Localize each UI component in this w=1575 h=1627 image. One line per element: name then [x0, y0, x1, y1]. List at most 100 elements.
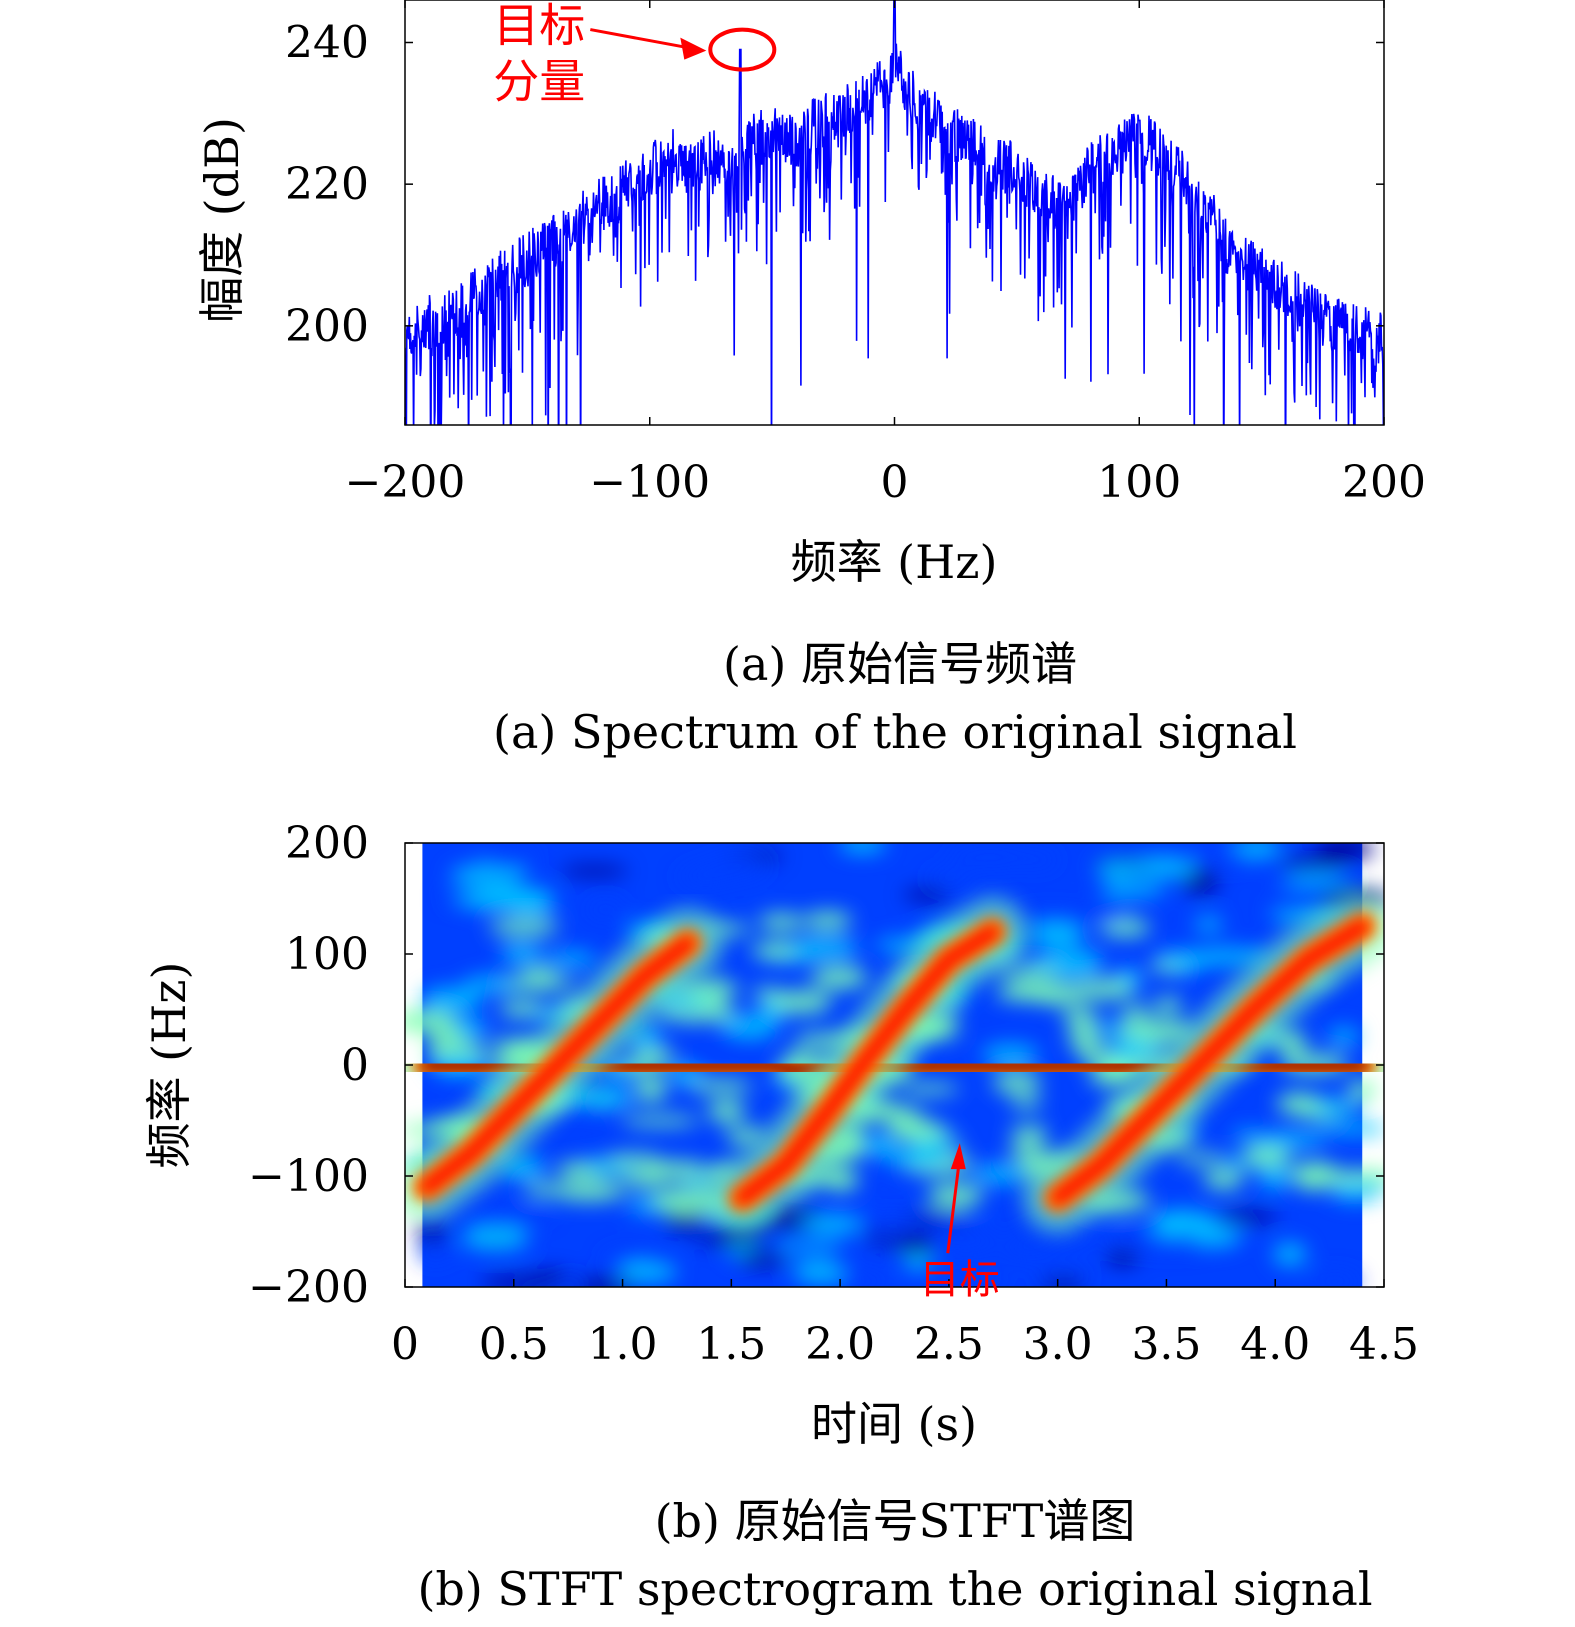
spectrum-xtick-label: 100 [1097, 457, 1181, 508]
spectrogram-cell [1152, 997, 1184, 1014]
spectrogram-cell [751, 987, 784, 999]
spectrogram-ticks: 0 0.5 1.0 1.5 2.0 2.5 3.0 3.5 4.0 4.5 −200 −100 0 100… [248, 818, 1419, 1370]
spectrogram-cell [949, 846, 1029, 868]
spectrogram-cell [792, 1259, 845, 1285]
spectrogram-cell [469, 1212, 530, 1227]
spectrogram-cell [1258, 1167, 1292, 1190]
spectrogram-ytick-label: 0 [341, 1040, 369, 1091]
spectrogram-cell [524, 1183, 565, 1197]
spectrogram-cell [1331, 1183, 1384, 1194]
spectrogram-cell [772, 990, 832, 1014]
spectrogram-cell [1120, 1005, 1150, 1020]
spectrogram-cell [405, 1011, 449, 1026]
spectrogram-xtick-label: 2.0 [805, 1319, 875, 1370]
spectrogram-cell [1194, 917, 1223, 933]
spectrum-ytick-label: 200 [285, 301, 369, 352]
spectrogram-cell [952, 1229, 994, 1251]
spectrogram-ylabel: 频率 (Hz) [142, 962, 196, 1169]
spectrogram-cell [481, 846, 538, 871]
target-label-line2: 分量 [493, 55, 585, 109]
spectrogram-cell [811, 965, 868, 990]
spectrogram-cell [788, 937, 859, 960]
spectrogram-cell [666, 1211, 703, 1233]
spectrogram-cell [1203, 1168, 1245, 1190]
spectrogram-ytick-label: −100 [248, 1151, 369, 1202]
spectrogram-cell [500, 943, 544, 964]
spectrum-ytick-label: 240 [285, 18, 369, 69]
spectrogram-cell [1044, 929, 1086, 942]
spectrogram-cell [1193, 947, 1271, 966]
spectrogram-cell [1280, 873, 1350, 888]
spectrum-xlabel: 频率 (Hz) [791, 535, 998, 589]
spectrogram-cell [560, 865, 629, 877]
spectrogram-cell [461, 1225, 530, 1251]
spectrogram-ytick-label: 200 [285, 818, 369, 869]
spectrogram-heatmap [405, 843, 1384, 1287]
spectrogram-ridge [1022, 891, 1384, 1234]
spectrogram-cell [688, 863, 718, 887]
spectrum-xtick-label: −100 [589, 457, 710, 508]
spectrogram-cell [1072, 978, 1135, 1000]
spectrogram-cell [927, 870, 971, 887]
spectrum-series-line [405, 0, 1384, 425]
spectrogram-cell [711, 852, 768, 879]
spectrogram-ridge [405, 907, 723, 1223]
spectrum-xtick-label: 200 [1342, 457, 1426, 508]
spectrogram-ridge [707, 896, 1028, 1234]
spectrogram-xtick-label: 4.0 [1240, 1319, 1310, 1370]
spectrum-ticks: −200 −100 0 100 200 200 220 240 [285, 0, 1426, 508]
spectrogram-cell [418, 1243, 454, 1263]
spectrogram-cell [1149, 1209, 1219, 1235]
target-circle [708, 27, 777, 72]
spectrogram-cell [501, 977, 580, 991]
spectrum-line-group [405, 0, 1384, 425]
spectrogram-cell [822, 1170, 859, 1192]
spectrogram-cell [1012, 908, 1093, 922]
spectrogram-cell [1193, 847, 1249, 865]
spectrogram-cell [1273, 1242, 1307, 1267]
spectrogram-cell [1309, 1271, 1360, 1287]
spectrogram-xtick-label: 1.5 [696, 1319, 766, 1370]
spectrogram-cell [998, 1239, 1056, 1257]
target-arrow-shaft-b [946, 1156, 962, 1254]
spectrogram-cell [545, 951, 598, 967]
spectrogram-cell [803, 911, 852, 931]
spectrogram-xtick-label: 3.0 [1023, 1319, 1093, 1370]
spectrogram-cell [755, 1234, 793, 1254]
spectrogram-cell [652, 1199, 723, 1214]
spectrum-ylabel: 幅度 (dB) [195, 117, 249, 323]
spectrogram-xtick-label: 0 [391, 1319, 419, 1370]
spectrogram-cell [1133, 1241, 1209, 1253]
spectrogram-cell [552, 1180, 626, 1202]
spectrogram-cell [838, 843, 887, 854]
spectrogram-cell [992, 965, 1061, 978]
spectrogram-cell [472, 890, 552, 909]
spectrogram-cell [1096, 859, 1137, 881]
spectrogram-cell [1016, 852, 1058, 868]
spectrogram-ytick-label: 100 [285, 929, 369, 980]
spectrum-caption-en: (a) Spectrum of the original signal [493, 705, 1297, 759]
spectrogram-cell [678, 978, 739, 1000]
spectrogram-cell [618, 1261, 678, 1283]
spectrogram-cell [1097, 900, 1128, 925]
spectrogram-xtick-label: 4.5 [1349, 1319, 1419, 1370]
spectrogram-cell [758, 913, 805, 931]
spectrogram-cell [1063, 1007, 1098, 1028]
spectrogram-cell [1324, 1168, 1384, 1188]
target-arrow-shaft [590, 28, 699, 52]
spectrogram-cell [531, 1270, 570, 1284]
spectrogram-cell [903, 888, 950, 902]
spectrogram-cell [415, 1224, 447, 1243]
spectrogram-xtick-label: 0.5 [479, 1319, 549, 1370]
spectrogram-cell [1128, 855, 1196, 879]
spectrogram-cell [1296, 1172, 1331, 1191]
spectrogram-xlabel: 时间 (s) [811, 1397, 977, 1451]
spectrogram-cell [586, 900, 626, 919]
spectrum-caption-cn: (a) 原始信号频谱 [723, 637, 1077, 691]
spectrogram-cell [976, 1272, 1006, 1284]
target-arrow-head-b [950, 1143, 966, 1170]
spectrogram-cell [1041, 1277, 1085, 1287]
